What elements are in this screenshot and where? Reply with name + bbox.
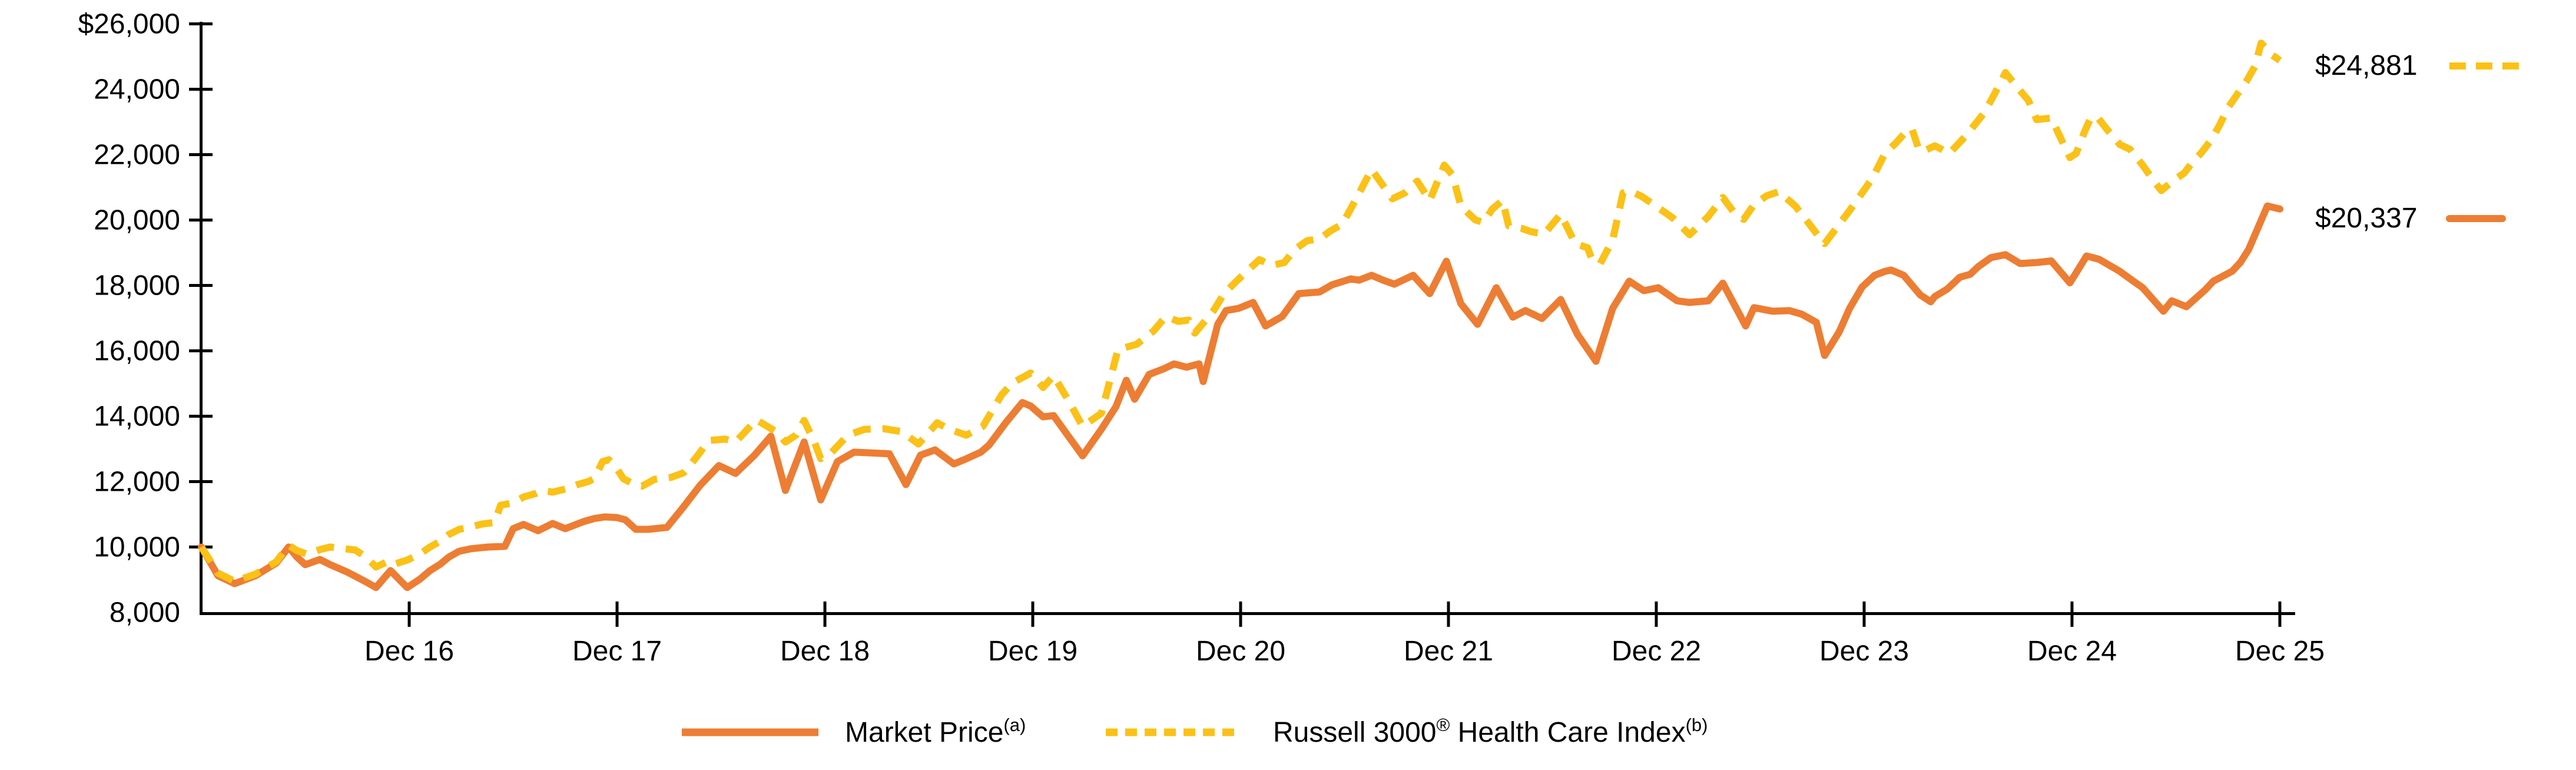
legend-market-footnote: (a): [1003, 715, 1026, 735]
y-tick-label: 14,000: [94, 401, 180, 432]
y-tick-label: 10,000: [94, 532, 180, 563]
y-tick-label: 12,000: [94, 467, 180, 498]
y-tick-label: $26,000: [78, 9, 180, 40]
market-price-line: [198, 202, 2283, 591]
x-tick-label: Dec 22: [1612, 636, 1701, 667]
x-axis-labels: Dec 16 Dec 17 Dec 18 Dec 19 Dec 20 Dec 21 Dec …: [364, 636, 2325, 667]
legend-russell-footnote: (b): [1686, 715, 1708, 735]
y-tick-label: 8,000: [110, 597, 180, 629]
x-tick-label: Dec 19: [988, 636, 1078, 667]
legend-russell-label: Russell 3000® Health Care Index(b): [1273, 715, 1708, 748]
x-tick-label: Dec 17: [572, 636, 662, 667]
y-tick-label: 22,000: [94, 140, 180, 171]
axes: [189, 22, 2295, 627]
x-tick-label: Dec 16: [364, 636, 454, 667]
registered-trademark-icon: ®: [1437, 715, 1450, 735]
legend-market-label: Market Price(a): [845, 715, 1026, 748]
x-tick-label: Dec 25: [2235, 636, 2325, 667]
y-tick-label: 24,000: [94, 74, 180, 105]
x-tick-label: Dec 23: [1819, 636, 1909, 667]
russell-end-value: $24,881: [2315, 50, 2418, 81]
legend: Market Price(a) Russell 3000® Health Car…: [682, 715, 1708, 748]
market-end-value: $20,337: [2315, 203, 2418, 234]
x-tick-label: Dec 18: [780, 636, 870, 667]
end-value-callouts: $24,881 $20,337: [2315, 50, 2523, 234]
y-tick-label: 20,000: [94, 205, 180, 236]
y-axis-labels: $26,000 24,000 22,000 20,000 18,000 16,000 14,…: [78, 9, 180, 629]
y-tick-label: 18,000: [94, 270, 180, 302]
russell-index-line: [198, 39, 2282, 585]
x-tick-label: Dec 20: [1196, 636, 1285, 667]
x-tick-label: Dec 21: [1404, 636, 1493, 667]
x-tick-label: Dec 24: [2027, 636, 2117, 667]
y-tick-label: 16,000: [94, 336, 180, 367]
